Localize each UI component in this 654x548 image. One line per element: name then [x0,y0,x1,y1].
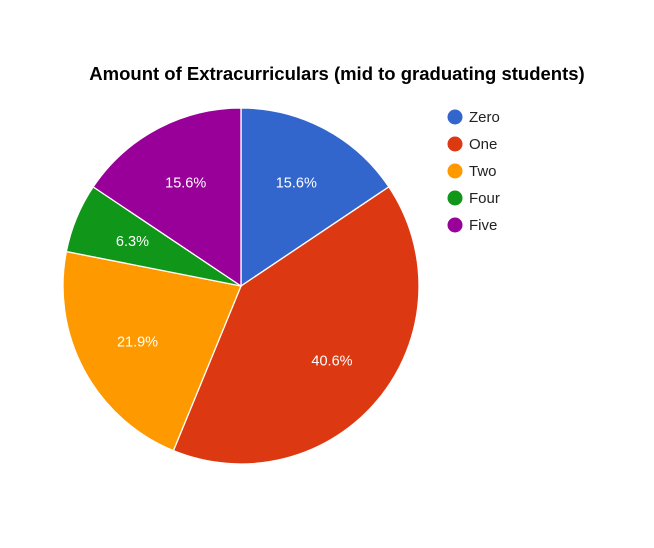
slice-label-zero: 15.6% [276,175,317,191]
pie-slice-two [62,250,242,452]
slice-label-one: 40.6% [311,353,352,369]
legend-label-one: One [469,136,497,153]
slice-label-four: 6.3% [116,234,149,250]
slice-label-two: 21.9% [117,335,158,351]
legend-label-five: Five [469,217,497,234]
legend-label-zero: Zero [469,109,500,126]
legend-label-four: Four [469,190,500,207]
pie-slice-zero [240,107,390,288]
chart-title: Amount of Extracurriculars (mid to gradu… [89,63,584,84]
legend-swatch-one [447,136,463,152]
legend-swatch-two [447,163,463,179]
legend-swatch-zero [447,109,463,125]
legend: Zero One Two Four Five [447,109,500,234]
pie-slice-labels: 15.6% 40.6% 21.9% 6.3% 15.6% [116,175,353,369]
pie-slice-one [172,185,420,465]
legend-label-two: Two [469,163,497,180]
legend-swatch-four [447,190,463,206]
pie-slice-five [92,107,242,288]
slice-label-five: 15.6% [165,175,206,191]
legend-swatch-five [447,217,463,233]
pie-slices [62,107,420,465]
